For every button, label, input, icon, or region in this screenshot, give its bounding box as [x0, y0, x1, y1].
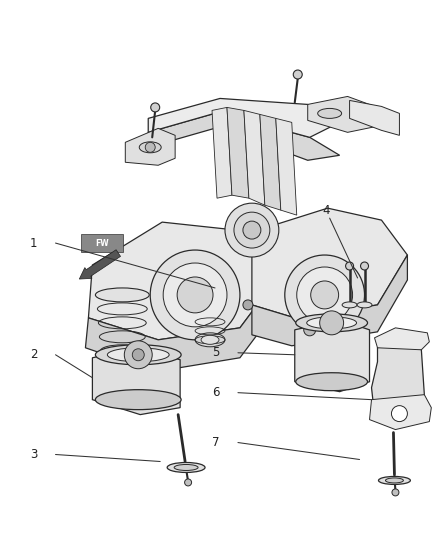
Polygon shape [295, 320, 370, 392]
Polygon shape [308, 96, 381, 132]
FancyBboxPatch shape [81, 234, 124, 252]
Circle shape [304, 324, 316, 336]
Circle shape [346, 262, 353, 270]
Text: 2: 2 [30, 348, 38, 361]
Circle shape [163, 263, 227, 327]
Ellipse shape [95, 357, 149, 371]
Text: 4: 4 [322, 204, 330, 216]
Ellipse shape [342, 302, 357, 308]
Circle shape [150, 250, 240, 340]
Text: 6: 6 [212, 386, 220, 399]
Circle shape [360, 262, 368, 270]
Ellipse shape [296, 314, 367, 332]
Text: 7: 7 [212, 436, 220, 449]
Ellipse shape [318, 108, 342, 118]
Ellipse shape [195, 333, 225, 347]
Polygon shape [244, 110, 265, 205]
Ellipse shape [95, 345, 181, 365]
Polygon shape [370, 394, 431, 430]
Text: 3: 3 [30, 448, 38, 461]
Polygon shape [85, 272, 282, 372]
Polygon shape [276, 118, 297, 215]
Ellipse shape [107, 348, 169, 362]
Circle shape [297, 267, 353, 323]
Polygon shape [125, 128, 175, 165]
Polygon shape [260, 115, 281, 210]
Circle shape [177, 277, 213, 313]
Circle shape [311, 281, 339, 309]
Ellipse shape [296, 373, 367, 391]
Polygon shape [148, 112, 339, 160]
Polygon shape [148, 99, 339, 138]
Circle shape [392, 489, 399, 496]
Ellipse shape [95, 390, 181, 410]
Circle shape [243, 300, 253, 310]
Polygon shape [371, 340, 424, 425]
Ellipse shape [385, 478, 403, 483]
Ellipse shape [378, 477, 410, 484]
Circle shape [293, 70, 302, 79]
Polygon shape [227, 108, 249, 198]
FancyArrow shape [79, 250, 120, 279]
Circle shape [124, 341, 152, 369]
Ellipse shape [307, 317, 357, 329]
Circle shape [184, 479, 191, 486]
Polygon shape [252, 208, 407, 318]
Circle shape [392, 406, 407, 422]
Circle shape [320, 311, 343, 335]
Circle shape [285, 255, 364, 335]
Ellipse shape [174, 464, 198, 471]
Circle shape [132, 349, 144, 361]
Polygon shape [212, 108, 232, 198]
Text: FW: FW [95, 239, 109, 247]
Polygon shape [92, 348, 180, 415]
Ellipse shape [167, 463, 205, 472]
Text: 5: 5 [212, 346, 220, 359]
Polygon shape [252, 255, 407, 346]
Polygon shape [350, 100, 399, 135]
Circle shape [234, 212, 270, 248]
Circle shape [225, 203, 279, 257]
Ellipse shape [95, 288, 149, 302]
Circle shape [145, 142, 155, 152]
Ellipse shape [201, 335, 219, 344]
Ellipse shape [139, 142, 161, 153]
Ellipse shape [357, 302, 372, 308]
Circle shape [243, 221, 261, 239]
Polygon shape [374, 328, 429, 350]
Circle shape [151, 103, 160, 112]
Polygon shape [88, 222, 282, 340]
Text: 1: 1 [30, 237, 38, 249]
